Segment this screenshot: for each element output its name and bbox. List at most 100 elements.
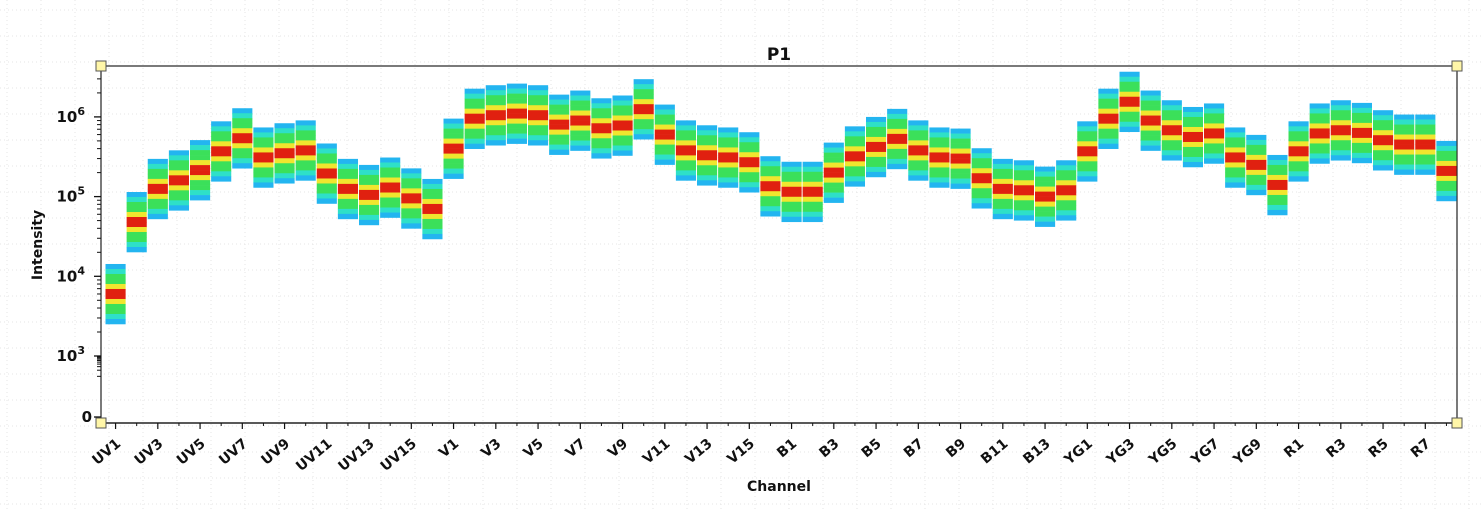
x-tick-label: V9 — [605, 436, 631, 461]
channel-bar-v8 — [591, 98, 612, 159]
channel-bar-b6 — [887, 108, 908, 170]
channel-bar-r8 — [1436, 140, 1457, 202]
channel-bar-yg10 — [1267, 154, 1288, 216]
channel-bar-b9 — [950, 128, 971, 189]
channel-bar-yg9 — [1246, 134, 1267, 196]
x-tick-label: UV13 — [335, 436, 377, 475]
x-tick-label: UV9 — [258, 436, 293, 469]
y-tick-label: 105 — [56, 185, 85, 206]
x-tick-label: V15 — [724, 436, 758, 468]
channel-bar-v11 — [654, 104, 675, 165]
channel-bar-r5 — [1373, 110, 1394, 171]
channel-bar-uv1 — [105, 263, 126, 325]
channel-bar-uv9 — [274, 123, 295, 184]
y-tick-label: 103 — [56, 344, 85, 365]
channel-bar-v2 — [464, 88, 485, 149]
x-tick-label: R3 — [1323, 436, 1349, 461]
channel-bar-yg2 — [1098, 88, 1119, 149]
channel-bar-r1 — [1288, 121, 1309, 182]
channel-bar-b14 — [1056, 160, 1077, 221]
channel-bar-v16 — [760, 156, 781, 217]
channel-bar-b10 — [971, 148, 992, 209]
channel-bar-b2 — [802, 161, 823, 223]
x-tick-label: V1 — [436, 436, 462, 461]
y-tick-label: 0 — [82, 408, 92, 426]
x-tick-label: B1 — [774, 436, 800, 461]
channel-bar-v15 — [739, 132, 760, 193]
channel-bar-v14 — [718, 127, 739, 188]
channel-bar-uv14 — [380, 157, 401, 218]
channel-bar-b5 — [866, 116, 887, 178]
x-tick-label: R5 — [1366, 436, 1392, 461]
channel-bar-v5 — [528, 85, 549, 146]
x-tick-label: B9 — [943, 436, 969, 461]
resize-handle-1[interactable] — [1451, 60, 1463, 72]
x-tick-label: B13 — [1020, 436, 1053, 468]
y-tick-label: 106 — [56, 105, 85, 126]
resize-handle-0[interactable] — [95, 60, 107, 72]
y-axis: 0 103 104 105 106 — [56, 68, 101, 426]
x-tick-label: R1 — [1281, 436, 1307, 461]
channel-bar-uv16 — [422, 178, 443, 240]
channel-bar-uv4 — [168, 150, 189, 211]
channel-bar-yg6 — [1182, 106, 1203, 168]
x-tick-label: B11 — [978, 436, 1011, 468]
channel-bar-v4 — [506, 83, 527, 144]
channel-bar-uv3 — [147, 158, 168, 220]
channel-bar-yg4 — [1140, 90, 1161, 151]
resize-handle-3[interactable] — [1451, 417, 1463, 429]
channel-bar-b11 — [992, 158, 1013, 220]
channel-bar-r7 — [1415, 114, 1436, 175]
resize-handle-2[interactable] — [95, 417, 107, 429]
x-tick-label: UV15 — [378, 436, 420, 475]
channel-bar-yg8 — [1225, 127, 1246, 188]
x-tick-label: B3 — [816, 436, 842, 461]
channel-bar-yg5 — [1161, 100, 1182, 161]
x-tick-label: UV7 — [216, 436, 251, 469]
x-tick-label: YG1 — [1061, 436, 1096, 469]
channel-bar-b13 — [1035, 166, 1056, 227]
channel-bar-r4 — [1351, 102, 1372, 164]
x-tick-label: V5 — [521, 436, 547, 461]
x-tick-label: YG9 — [1230, 436, 1265, 469]
channel-bar-r2 — [1309, 103, 1330, 164]
channel-bar-yg1 — [1077, 121, 1098, 182]
resize-handles[interactable] — [95, 60, 1463, 429]
x-tick-label: R7 — [1408, 436, 1434, 461]
channel-bar-v7 — [570, 90, 591, 151]
channel-bar-uv11 — [316, 143, 337, 204]
channel-bar-v1 — [443, 118, 464, 179]
channel-bar-v6 — [549, 94, 570, 155]
channel-bar-uv7 — [232, 108, 253, 169]
x-tick-label: UV11 — [293, 436, 335, 475]
channel-bar-v13 — [697, 125, 718, 186]
x-tick-label: V11 — [640, 436, 674, 468]
x-tick-label: V3 — [478, 436, 504, 461]
channel-bar-uv8 — [253, 127, 274, 188]
channel-bar-uv6 — [211, 121, 232, 182]
channel-bar-uv5 — [190, 140, 211, 201]
x-tick-label: B7 — [901, 436, 927, 461]
x-axis-label: Channel — [747, 479, 811, 495]
channel-bar-v9 — [612, 95, 633, 156]
channel-bar-b1 — [781, 161, 802, 223]
channel-bar-b4 — [844, 126, 865, 187]
channel-bar-v12 — [675, 120, 696, 181]
channel-bar-yg7 — [1204, 103, 1225, 164]
channel-bar-v10 — [633, 79, 654, 140]
x-tick-label: UV1 — [89, 436, 124, 469]
y-axis-label: Intensity — [30, 210, 46, 280]
channel-bar-r6 — [1394, 114, 1415, 175]
channel-bar-uv12 — [337, 158, 358, 220]
x-tick-label: YG3 — [1103, 436, 1138, 469]
channel-bar-yg3 — [1119, 71, 1140, 133]
x-tick-label: UV3 — [132, 436, 167, 469]
x-tick-label: YG5 — [1145, 436, 1180, 469]
density-bars — [105, 71, 1457, 325]
channel-bar-b7 — [908, 120, 929, 181]
chart-title: P1 — [767, 45, 791, 65]
channel-bar-uv10 — [295, 120, 316, 181]
